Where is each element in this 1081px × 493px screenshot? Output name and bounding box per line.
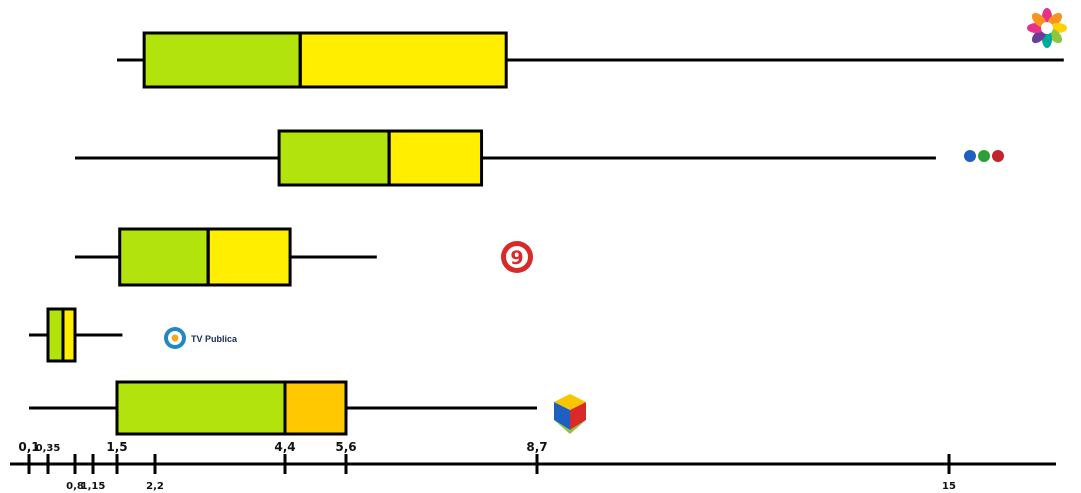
logo-dot xyxy=(978,150,990,162)
nine-circle-logo-icon: 9 xyxy=(501,241,533,273)
upper-box xyxy=(206,227,292,287)
x-tick-label: 0,35 xyxy=(36,443,61,454)
upper-box xyxy=(61,307,77,363)
lower-box xyxy=(277,129,391,187)
lower-box xyxy=(46,307,65,363)
upper-box xyxy=(387,129,484,187)
logo-dot xyxy=(992,150,1004,162)
lower-box xyxy=(118,227,210,287)
x-tick-label: 8,7 xyxy=(526,440,547,454)
box-plot-row xyxy=(75,227,377,287)
x-tick-label: 1,5 xyxy=(106,440,127,454)
logo-center xyxy=(1041,22,1053,34)
box-plot-row xyxy=(117,31,1064,89)
x-tick-label: 1,15 xyxy=(81,481,106,492)
logo-face-right xyxy=(570,402,586,430)
logo-numeral: 9 xyxy=(510,247,523,269)
logo-dot xyxy=(964,150,976,162)
x-tick-label: 5,6 xyxy=(335,440,356,454)
upper-box xyxy=(283,380,348,436)
logo-face-bottom xyxy=(554,420,586,434)
logo-text: TV Publica xyxy=(191,334,238,344)
star-flower-logo-icon xyxy=(1027,8,1067,48)
x-tick-label: 15 xyxy=(942,481,956,492)
logo-sun xyxy=(171,334,179,342)
x-tick-label: 2,2 xyxy=(146,481,164,492)
x-tick-label: 4,4 xyxy=(274,440,295,454)
box-plot-row xyxy=(29,307,123,363)
logo-face-left xyxy=(554,402,570,430)
logo-ring xyxy=(506,246,528,268)
three-dots-logo-icon xyxy=(964,150,1004,162)
cube-logo-icon xyxy=(554,394,586,434)
lower-box xyxy=(115,380,287,436)
tv-publica-logo-icon: TV Publica xyxy=(164,327,238,349)
upper-box xyxy=(298,31,508,89)
box-plot-row xyxy=(75,129,936,187)
x-tick-label: 0,8 xyxy=(66,481,84,492)
x-tick-label: 0,1 xyxy=(18,440,39,454)
lower-box xyxy=(142,31,302,89)
box-plot-row xyxy=(29,380,537,436)
